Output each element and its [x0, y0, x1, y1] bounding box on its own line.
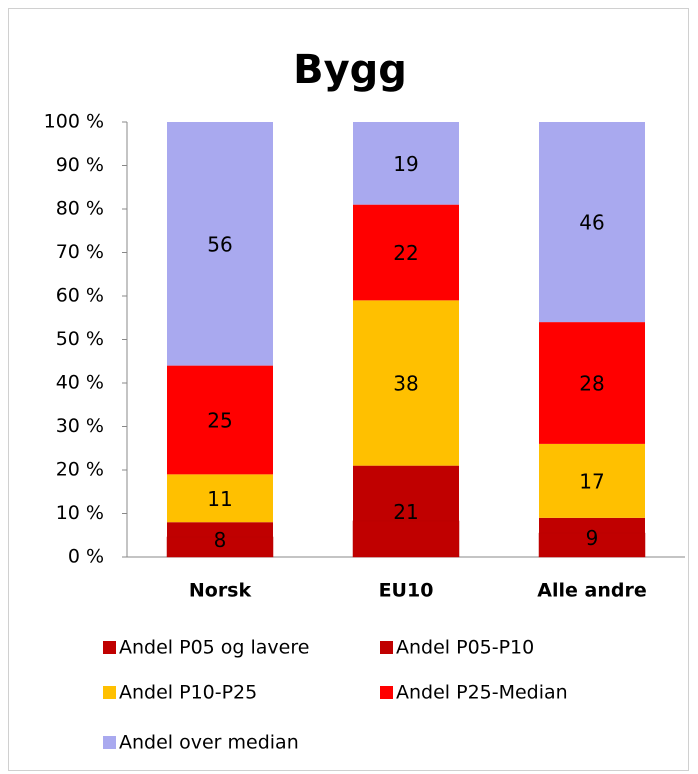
y-tick-label: 100 %	[44, 111, 104, 133]
bar-segment	[538, 532, 646, 558]
y-tick-label: 40 %	[56, 372, 104, 394]
y-tick-label: 20 %	[56, 459, 104, 481]
legend-swatch	[380, 641, 393, 654]
legend-swatch	[103, 686, 116, 699]
y-tick-label: 0 %	[68, 546, 104, 568]
bar-segment	[353, 204, 459, 301]
y-tick-label: 60 %	[56, 285, 104, 307]
y-tick-label: 80 %	[56, 198, 104, 220]
y-tick-label: 50 %	[56, 328, 104, 350]
y-tick-label: 90 %	[56, 154, 104, 176]
x-tick-label: EU10	[379, 580, 434, 602]
data-label: 56	[207, 232, 232, 256]
bar-segment	[353, 300, 459, 466]
y-tick-label: 30 %	[56, 415, 104, 437]
y-tick-label: 10 %	[56, 502, 104, 524]
chart-title: Bygg	[293, 47, 407, 93]
legend-label: Andel P05 og lavere	[119, 637, 309, 659]
bar-segment	[539, 322, 645, 444]
legend-swatch	[380, 686, 393, 699]
data-label: 9	[586, 526, 599, 550]
bar-segment	[167, 365, 273, 475]
data-label: 38	[393, 372, 418, 396]
data-label: 28	[579, 372, 604, 396]
legend-swatch	[103, 641, 116, 654]
legend-label: Andel over median	[119, 732, 299, 754]
y-tick-label: 70 %	[56, 241, 104, 263]
bar-segment	[352, 520, 460, 558]
x-tick-label: Norsk	[189, 580, 252, 602]
bar-segment	[353, 122, 459, 205]
data-label: 8	[214, 528, 227, 552]
data-label: 11	[207, 487, 232, 511]
x-tick-label: Alle andre	[537, 580, 646, 602]
bar-segment	[167, 474, 273, 523]
legend-label: Andel P05-P10	[396, 637, 534, 659]
data-label: 17	[579, 469, 604, 493]
data-label: 21	[393, 500, 418, 524]
legend-swatch	[103, 736, 116, 749]
data-label: 22	[393, 241, 418, 265]
data-label: 19	[393, 152, 418, 176]
bar-segment	[166, 536, 274, 558]
bar-segment	[167, 122, 273, 366]
legend-label: Andel P10-P25	[119, 682, 257, 704]
legend-label: Andel P25-Median	[396, 682, 568, 704]
data-label: 46	[579, 211, 604, 235]
bar-segment	[539, 122, 645, 323]
data-label: 25	[207, 408, 232, 432]
bar-segment	[539, 443, 645, 518]
